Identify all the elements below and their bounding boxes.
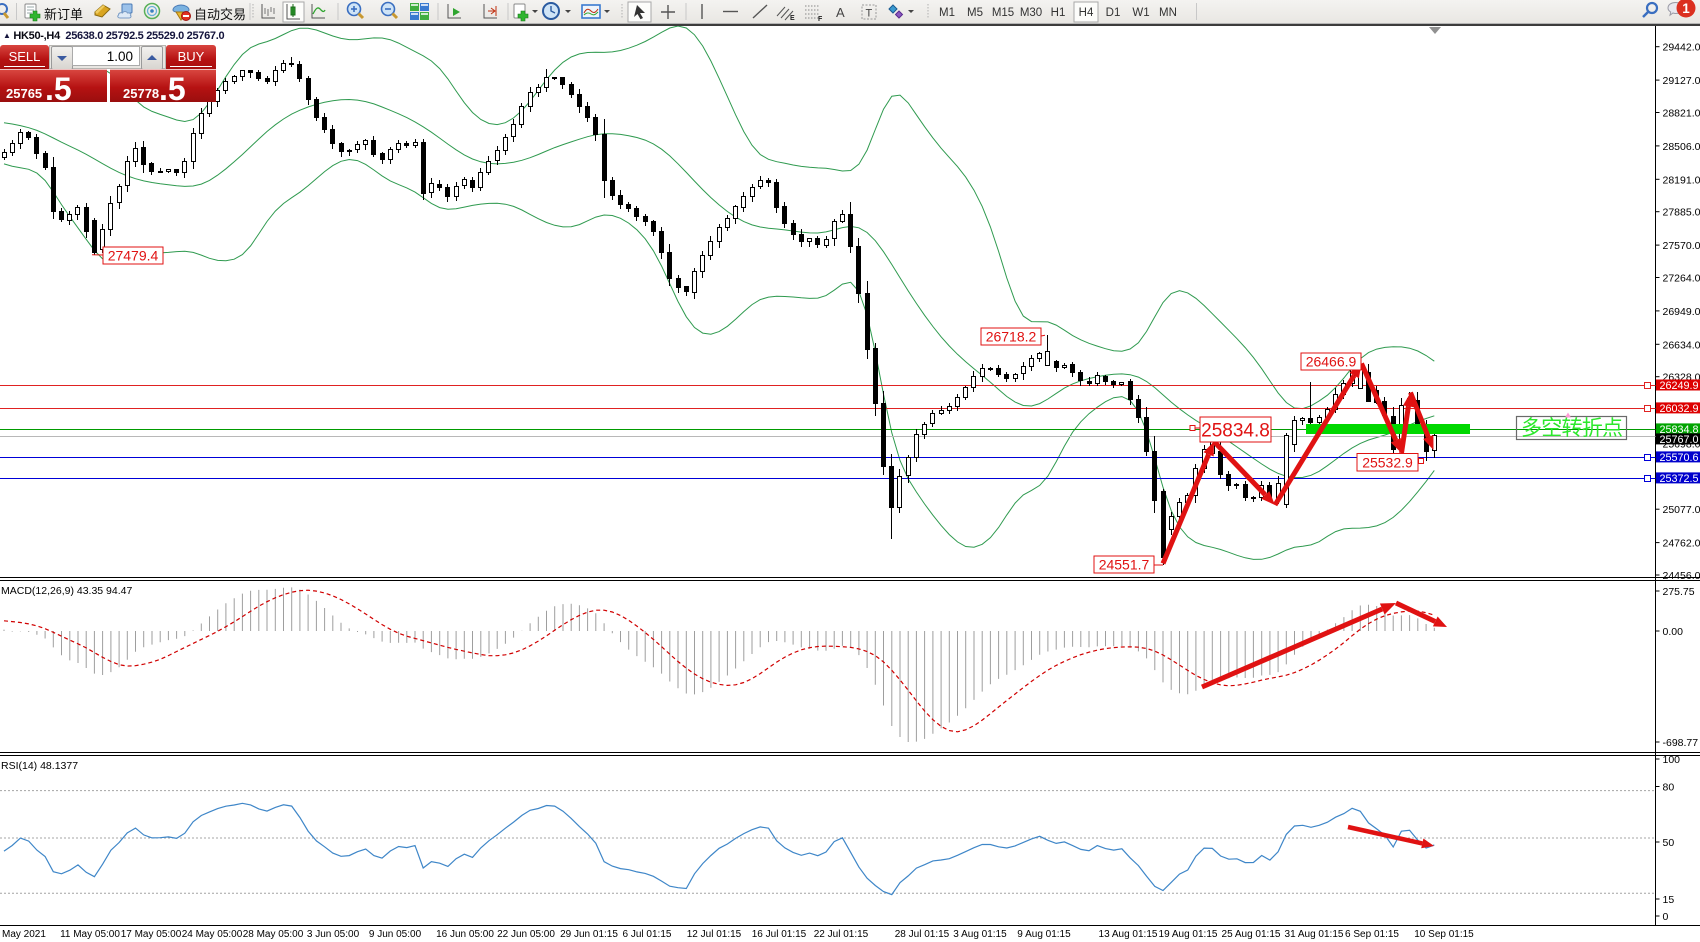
svg-text:6 Sep 01:15: 6 Sep 01:15 (1345, 929, 1399, 940)
svg-text:24551.7: 24551.7 (1099, 557, 1150, 573)
svg-text:M15: M15 (992, 7, 1014, 19)
svg-text:RSI(14) 48.1377: RSI(14) 48.1377 (1, 760, 78, 772)
svg-text:25834.8: 25834.8 (1660, 424, 1699, 436)
svg-text:6 Jul 01:15: 6 Jul 01:15 (623, 929, 672, 940)
svg-text:3 Jun 05:00: 3 Jun 05:00 (307, 929, 360, 940)
svg-text:26249.9: 26249.9 (1660, 380, 1699, 392)
svg-text:0.00: 0.00 (1663, 626, 1684, 638)
svg-text:28191.0: 28191.0 (1663, 174, 1700, 186)
svg-text:16 Jul 01:15: 16 Jul 01:15 (752, 929, 807, 940)
svg-text:1: 1 (1682, 1, 1690, 16)
svg-text:28 May 05:00: 28 May 05:00 (243, 929, 304, 940)
svg-text:26634.0: 26634.0 (1663, 339, 1700, 351)
svg-text:25532.9: 25532.9 (1362, 454, 1413, 470)
svg-text:M30: M30 (1020, 7, 1042, 19)
svg-text:25834.8: 25834.8 (1201, 420, 1270, 441)
svg-text:W1: W1 (1132, 7, 1149, 19)
svg-text:28821.0: 28821.0 (1663, 108, 1700, 120)
svg-text:H4: H4 (1079, 7, 1094, 19)
svg-text:29127.0: 29127.0 (1663, 75, 1700, 87)
svg-text:M1: M1 (939, 7, 955, 19)
svg-text:22 Jul 01:15: 22 Jul 01:15 (814, 929, 869, 940)
svg-text:11 May 05:00: 11 May 05:00 (60, 929, 120, 940)
svg-text:H1: H1 (1051, 7, 1066, 19)
svg-text:25767.0: 25767.0 (1660, 434, 1699, 446)
svg-text:29 Jun 01:15: 29 Jun 01:15 (560, 929, 618, 940)
svg-text:19 Aug 01:15: 19 Aug 01:15 (1159, 929, 1218, 940)
svg-text:26718.2: 26718.2 (986, 329, 1037, 345)
svg-text:25570.6: 25570.6 (1660, 452, 1699, 464)
svg-text:9 Aug 01:15: 9 Aug 01:15 (1017, 929, 1071, 940)
svg-text:100: 100 (1663, 754, 1681, 766)
svg-text:MN: MN (1159, 7, 1177, 19)
svg-text:May 2021: May 2021 (2, 929, 46, 940)
svg-text:27479.4: 27479.4 (108, 248, 159, 264)
svg-text:T: T (866, 8, 873, 20)
svg-text:D1: D1 (1106, 7, 1121, 19)
svg-text:27885.0: 27885.0 (1663, 207, 1700, 219)
svg-text:22 Jun 05:00: 22 Jun 05:00 (497, 929, 555, 940)
svg-text:28506.0: 28506.0 (1663, 141, 1700, 153)
svg-text:29442.0: 29442.0 (1663, 42, 1700, 54)
svg-text:-698.77: -698.77 (1663, 737, 1699, 749)
svg-text:E: E (790, 15, 795, 22)
svg-text:50: 50 (1663, 837, 1675, 849)
svg-text:80: 80 (1663, 782, 1675, 794)
svg-text:24456.0: 24456.0 (1663, 570, 1700, 582)
svg-text:26949.0: 26949.0 (1663, 306, 1700, 318)
svg-text:12 Jul 01:15: 12 Jul 01:15 (687, 929, 742, 940)
svg-text:275.75: 275.75 (1663, 586, 1695, 598)
svg-text:25 Aug 01:15: 25 Aug 01:15 (1222, 929, 1281, 940)
svg-text:F: F (818, 16, 823, 23)
svg-text:24 May 05:00: 24 May 05:00 (182, 929, 243, 940)
svg-text:3 Aug 01:15: 3 Aug 01:15 (953, 929, 1007, 940)
svg-text:13 Aug 01:15: 13 Aug 01:15 (1099, 929, 1158, 940)
svg-text:M5: M5 (967, 7, 983, 19)
svg-text:A: A (836, 5, 845, 20)
svg-text:MACD(12,26,9) 43.35 94.47: MACD(12,26,9) 43.35 94.47 (1, 585, 132, 597)
svg-text:10 Sep 01:15: 10 Sep 01:15 (1414, 929, 1474, 940)
svg-text:25372.5: 25372.5 (1660, 473, 1699, 485)
svg-text:25077.0: 25077.0 (1663, 504, 1700, 516)
svg-text:16 Jun 05:00: 16 Jun 05:00 (436, 929, 494, 940)
svg-text:26032.9: 26032.9 (1660, 403, 1699, 415)
svg-text:9 Jun 05:00: 9 Jun 05:00 (369, 929, 422, 940)
svg-text:0: 0 (1663, 911, 1669, 923)
svg-text:31 Aug 01:15: 31 Aug 01:15 (1285, 929, 1344, 940)
svg-text:27264.0: 27264.0 (1663, 273, 1700, 285)
svg-text:24762.0: 24762.0 (1663, 538, 1700, 550)
svg-text:26466.9: 26466.9 (1306, 354, 1357, 370)
svg-text:15: 15 (1663, 894, 1675, 906)
svg-text:17 May 05:00: 17 May 05:00 (121, 929, 182, 940)
svg-text:28 Jul 01:15: 28 Jul 01:15 (895, 929, 950, 940)
svg-text:多空转折点: 多空转折点 (1521, 417, 1623, 440)
svg-text:27570.0: 27570.0 (1663, 240, 1700, 252)
